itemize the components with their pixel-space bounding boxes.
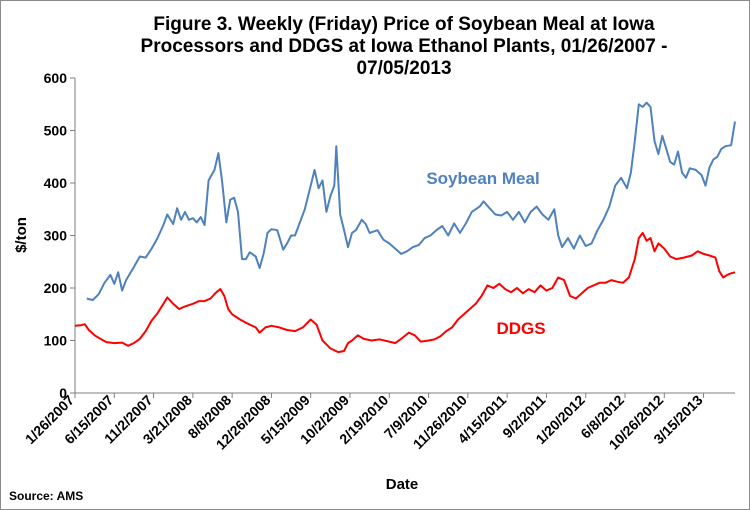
y-tick-label: 300 xyxy=(44,228,68,244)
source-note: Source: AMS xyxy=(9,489,83,503)
series-line-soybean-meal xyxy=(86,101,736,302)
series-line-ddgs xyxy=(74,231,736,354)
y-tick-label: 600 xyxy=(44,70,68,86)
plot-area: 01002003004005006001/26/20076/15/200711/… xyxy=(22,70,736,453)
y-axis-label: $/ton xyxy=(13,217,30,253)
y-tick-label: 400 xyxy=(44,175,68,191)
chart-title-line-3: 07/05/2013 xyxy=(356,58,451,79)
y-tick-label: 100 xyxy=(44,333,68,349)
series-label-ddgs: DDGS xyxy=(496,319,545,338)
y-tick-label: 200 xyxy=(44,280,68,296)
y-tick-label: 500 xyxy=(44,123,68,139)
x-axis-label: Date xyxy=(386,476,419,493)
series-label-soybean-meal: Soybean Meal xyxy=(426,169,539,188)
y-tick-label: 0 xyxy=(59,385,67,401)
chart-title-line-1: Figure 3. Weekly (Friday) Price of Soybe… xyxy=(153,14,655,35)
chart-title-line-2: Processors and DDGS at Iowa Ethanol Plan… xyxy=(141,36,668,57)
